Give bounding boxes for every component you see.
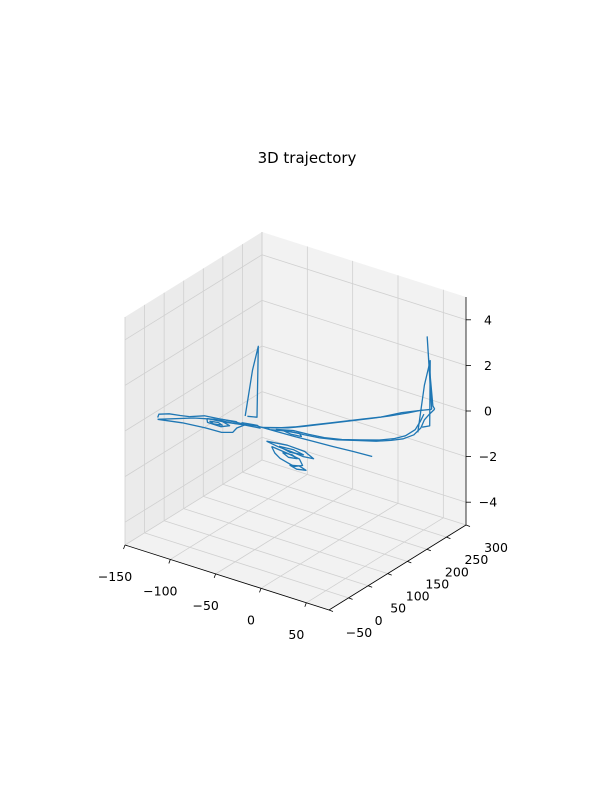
z-tick-label: 4: [484, 312, 492, 327]
y-grid-floor: [261, 459, 467, 526]
z-grid-left: [124, 254, 263, 341]
z-grid-left: [124, 436, 263, 523]
z-grid-back: [261, 300, 467, 366]
chart-title: 3D trajectory: [258, 149, 357, 167]
z-tick-label: −4: [479, 495, 497, 510]
trajectory-segment: [157, 413, 190, 418]
y-grid-floor: [222, 483, 427, 550]
trajectory-lines: [157, 336, 436, 471]
y-grid-floor: [144, 532, 349, 599]
y-tick: [328, 609, 334, 612]
x-tick-label: −150: [98, 569, 132, 584]
z-tick-label: −2: [479, 449, 497, 464]
trajectory-segment: [283, 430, 303, 438]
x-axis-line: [124, 544, 330, 611]
trajectory-segment: [209, 420, 223, 426]
x-grid-floor: [306, 517, 444, 604]
y-tick-label: 200: [445, 564, 469, 579]
z-grid-back: [261, 254, 467, 321]
x-tick: [304, 602, 307, 607]
z-grid-left: [124, 391, 263, 477]
grid-lines: [124, 232, 467, 611]
z-grid-back: [261, 391, 467, 457]
y-tick: [407, 561, 412, 564]
trajectory-segment: [244, 345, 259, 418]
trajectory-segment: [206, 417, 231, 428]
y-grid-floor: [203, 496, 408, 562]
x-tick-label: −50: [192, 598, 218, 613]
trajectory-segment: [267, 409, 423, 429]
x-grid-floor: [170, 474, 308, 560]
y-tick: [446, 536, 451, 540]
floor-pane: [125, 460, 466, 610]
y-grid-floor: [183, 508, 388, 574]
trajectory-segment: [275, 413, 425, 441]
trajectory-segment: [278, 445, 305, 456]
x-tick-label: 50: [288, 627, 304, 642]
trajectory-segment: [426, 336, 436, 410]
y-tick-label: 250: [464, 552, 488, 567]
z-grid-left: [124, 345, 263, 432]
y-tick: [368, 585, 373, 588]
y-axis-line: [328, 524, 467, 611]
axis-panes: [125, 232, 466, 610]
trajectory-segment: [271, 408, 436, 442]
trajectory-segment: [219, 418, 240, 425]
z-tick-label: 2: [484, 358, 492, 373]
y-tick: [426, 548, 431, 552]
y-tick-label: 50: [390, 601, 406, 616]
trajectory-segment: [417, 359, 431, 433]
x-grid-floor: [215, 488, 353, 575]
x-grid-floor: [124, 459, 263, 546]
x-tick-label: 0: [247, 612, 255, 627]
y-tick-label: 150: [425, 576, 449, 591]
trajectory-segment: [241, 421, 261, 429]
x-grid-floor: [260, 502, 399, 589]
y-tick-label: 100: [406, 589, 430, 604]
trajectory-segment: [282, 451, 298, 460]
x-tick: [259, 588, 262, 593]
tick-marks: [123, 319, 471, 612]
y-tick-label: 0: [375, 613, 383, 628]
y-tick-label: 300: [484, 540, 508, 555]
y-tick: [348, 597, 353, 600]
x-tick: [168, 559, 171, 564]
y-grid-floor: [164, 520, 369, 587]
trajectory-segment: [289, 464, 307, 471]
y-tick: [465, 524, 471, 527]
z-grid-left: [124, 300, 263, 386]
x-tick-label: −100: [143, 583, 177, 598]
y-grid-floor: [242, 471, 447, 538]
y-tick-label: −50: [346, 625, 372, 640]
x-tick: [123, 544, 126, 550]
y-tick: [387, 573, 392, 576]
z-tick-label: 0: [484, 404, 492, 419]
x-tick: [213, 573, 217, 579]
